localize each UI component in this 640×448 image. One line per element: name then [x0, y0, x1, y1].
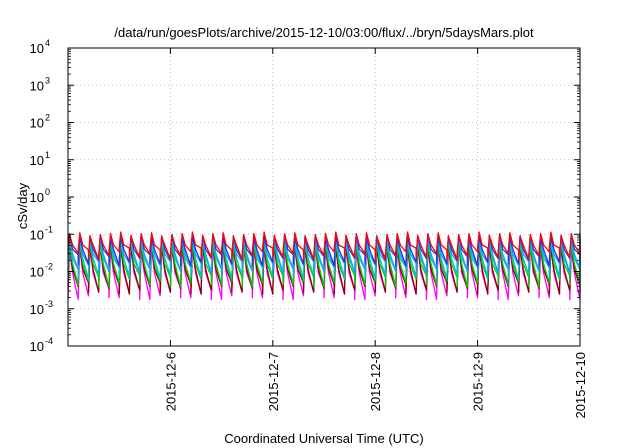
y-tick-label: 10 [30, 265, 44, 280]
y-tick-label: 10 [30, 78, 44, 93]
y-tick-exponent: 3 [45, 75, 50, 85]
x-axis-label: Coordinated Universal Time (UTC) [224, 431, 423, 446]
y-tick-label: 10 [30, 227, 44, 242]
y-tick-label: 10 [30, 153, 44, 168]
y-tick-exponent: -3 [45, 299, 53, 309]
series-lines [67, 231, 581, 301]
chart-title: /data/run/goesPlots/archive/2015-12-10/0… [114, 25, 534, 40]
y-tick-exponent: -1 [45, 224, 53, 234]
y-tick-label: 10 [30, 339, 44, 354]
x-tick-label: 2015-12-7 [266, 352, 281, 411]
series-line [67, 231, 581, 260]
series-line [67, 233, 581, 267]
y-tick-exponent: 4 [45, 38, 50, 48]
x-tick-label: 2015-12-10 [573, 352, 588, 419]
y-tick-label: 10 [30, 190, 44, 205]
y-tick-label: 10 [30, 116, 44, 131]
y-tick-label: 10 [30, 41, 44, 56]
y-tick-exponent: 1 [45, 150, 50, 160]
x-tick-label: 2015-12-8 [368, 352, 383, 411]
x-axis: 2015-12-6 2015-12-7 2015-12-8 2015-12-9 2015… [163, 48, 588, 419]
y-tick-exponent: -2 [45, 262, 53, 272]
y-tick-label: 10 [30, 302, 44, 317]
y-tick-exponent: 2 [45, 113, 50, 123]
grid [68, 47, 581, 347]
y-axis-label: cSv/day [15, 182, 30, 229]
x-tick-label: 2015-12-9 [471, 352, 486, 411]
y-tick-exponent: 0 [45, 187, 50, 197]
x-tick-label: 2015-12-6 [163, 352, 178, 411]
y-tick-exponent: -4 [45, 336, 53, 346]
